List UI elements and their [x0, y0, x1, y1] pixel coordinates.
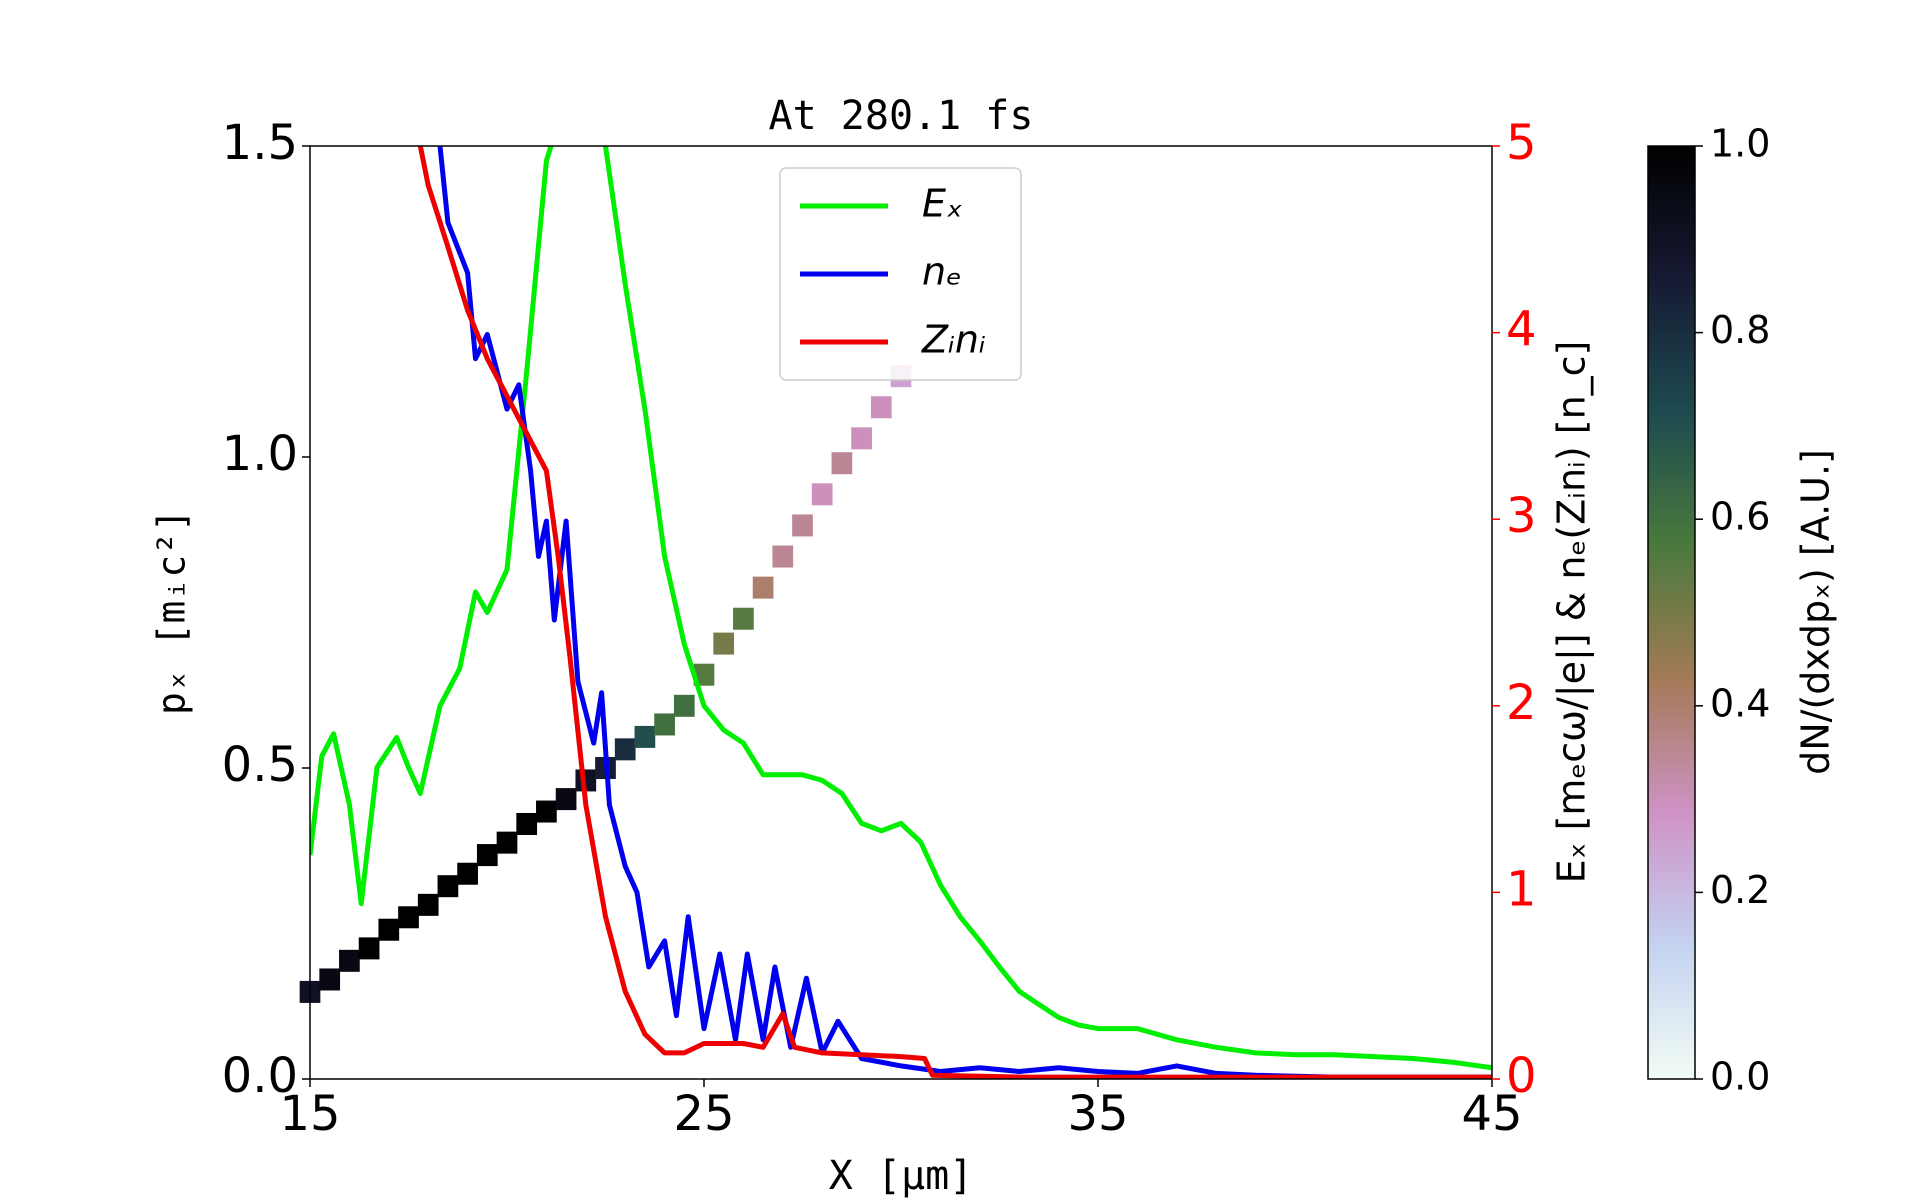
- heatmap-cell: [378, 918, 400, 941]
- heatmap-cell: [673, 694, 695, 717]
- legend-label: Eₓ: [922, 182, 963, 226]
- y2-tick-label: 5: [1506, 115, 1537, 171]
- y2-tick-label: 0: [1506, 1048, 1537, 1104]
- colorbar-tick-label: 0.0: [1710, 1055, 1770, 1099]
- heatmap-cell: [772, 545, 794, 568]
- heatmap-cell: [319, 968, 341, 991]
- heatmap-cell: [811, 483, 833, 506]
- y2-tick-label: 1: [1506, 861, 1537, 917]
- heatmap-cell: [752, 576, 774, 599]
- chart-title: At 280.1 fs: [769, 93, 1034, 139]
- heatmap-cell: [555, 788, 577, 811]
- y-axis-label: pₓ [mᵢc²]: [150, 509, 194, 715]
- heatmap-cell: [358, 937, 380, 960]
- colorbar-tick-label: 0.2: [1710, 868, 1770, 912]
- heatmap-cell: [614, 738, 636, 761]
- heatmap-cell: [516, 812, 538, 835]
- legend-box: [779, 167, 1022, 381]
- y2-tick-label: 3: [1506, 488, 1537, 544]
- heatmap-cell: [398, 906, 419, 929]
- colorbar-tick-label: 0.8: [1710, 308, 1770, 352]
- y2-tick-label: 2: [1506, 675, 1537, 731]
- heatmap-cell: [634, 725, 656, 748]
- heatmap-cell: [476, 844, 498, 867]
- y2-tick-label: 4: [1506, 302, 1537, 358]
- x-tick-label: 35: [1067, 1086, 1128, 1142]
- legend-label: nₑ: [922, 250, 962, 294]
- series-line: [417, 146, 1492, 1079]
- heatmap-cell: [339, 949, 360, 972]
- x-tick-label: 25: [673, 1086, 734, 1142]
- heatmap-cell: [417, 893, 439, 916]
- heatmap-cell: [654, 713, 675, 736]
- heatmap-cell: [870, 396, 892, 419]
- heatmap-cell: [693, 663, 715, 686]
- heatmap-cell: [437, 875, 459, 898]
- colorbar-label: dN/(dxdpₓ) [A.U.]: [1794, 449, 1838, 775]
- plot-frame: [309, 145, 1493, 1080]
- legend: Eₓ nₑ Zᵢnᵢ: [779, 167, 1022, 381]
- heatmap-cell: [831, 452, 853, 475]
- series-line: [310, 146, 1492, 1071]
- colorbar-tick-label: 1.0: [1710, 122, 1770, 166]
- y-tick-label: 0.5: [222, 737, 298, 793]
- legend-label: Zᵢnᵢ: [921, 318, 986, 362]
- series-line: [437, 146, 1492, 1079]
- y-tick-label: 1.0: [222, 426, 298, 482]
- colorbar-tick-label: 0.4: [1710, 681, 1770, 725]
- colorbar: [1647, 145, 1696, 1080]
- colorbar-tick-label: 0.6: [1710, 495, 1770, 539]
- heatmap-cell: [733, 607, 754, 630]
- y-tick-label: 1.5: [222, 115, 298, 171]
- heatmap: [299, 365, 912, 1003]
- heatmap-cell: [457, 862, 478, 885]
- lines: [310, 146, 1492, 1079]
- x-tick-label: 15: [279, 1086, 340, 1142]
- y-tick-label: 0.0: [222, 1048, 298, 1104]
- heatmap-cell: [713, 632, 735, 655]
- heatmap-cell: [536, 800, 557, 823]
- x-tick-label: 45: [1461, 1086, 1522, 1142]
- heatmap-cell: [496, 831, 518, 854]
- heatmap-cell: [851, 427, 872, 450]
- x-axis-label: X [μm]: [829, 1153, 974, 1199]
- y2-axis-label: Eₓ [mₑcω/|e|] & nₑ(Zᵢnᵢ) [n_c]: [1550, 341, 1595, 884]
- heatmap-cell: [792, 514, 813, 537]
